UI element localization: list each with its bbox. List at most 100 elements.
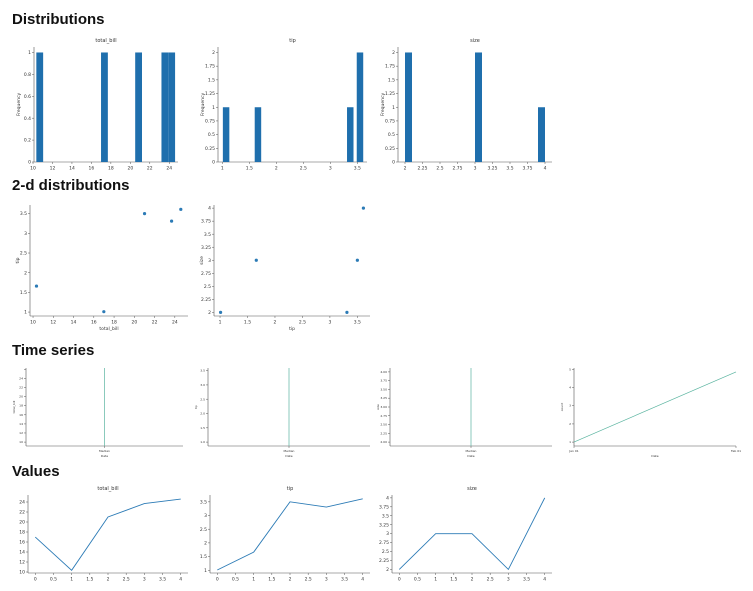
y-axis-label: total_bill [12,400,16,413]
y-tick-label: 2.0 [200,412,205,416]
y-axis-label: Frequency [380,93,386,117]
series-line [398,497,546,571]
x-tick-label: 1 [434,577,437,583]
y-tick-label: 1.0 [200,440,205,444]
x-tick-label: 3 [507,577,510,583]
y-tick-label: 1 [569,440,571,444]
histogram-bar [254,107,262,162]
y-tick-label: 18 [19,404,23,408]
y-tick-label: 1.75 [205,64,215,70]
histogram-bar [135,52,142,162]
y-tick-label: 3.5 [382,513,389,519]
x-tick-label: 3 [328,320,331,326]
x-axis-label: Date [285,454,292,458]
series-line [34,498,181,571]
y-tick-label: 2.5 [204,284,211,290]
y-tick-label: 16 [19,540,25,546]
y-tick-label: 3.25 [380,396,387,400]
tip-values-line: tip 1 1.5 2 2.5 3 3.5 0 0.5 1 1.5 2 2.5 3 3.5 4 [200,486,370,583]
y-tick-label: 1.75 [385,64,395,70]
y-tick-label: 1.25 [385,91,395,97]
y-tick-label: 3.75 [380,379,387,383]
tip-vs-size-scatter: 2 2.25 2.5 2.75 3 3.25 3.5 3.75 4 1 1.5 2 2.5 3 3.5 tip… [199,205,370,332]
chart-title: tip [287,486,294,492]
x-tick-label: 3.5 [506,166,513,172]
chart-title: size [470,38,480,44]
y-tick-label: 0.5 [388,132,395,138]
y-tick-label: 0.25 [385,146,395,152]
y-tick-label: 2.5 [200,527,207,533]
y-tick-label: 10 [19,440,23,444]
y-tick-label: 3.25 [201,245,211,251]
x-tick-label: Median [99,449,110,453]
y-tick-label: 2.00 [380,440,387,444]
chart-title: tip [289,38,296,44]
series-line [217,498,363,571]
y-tick-label: 2 [208,310,211,316]
y-tick-label: 2.5 [200,397,205,401]
histogram-bar [161,52,169,162]
y-tick-label: 24 [19,500,25,506]
x-tick-label: 1.5 [86,577,93,583]
x-tick-label: 22 [152,320,158,326]
histogram-bar [347,107,354,162]
y-axis-label: Frequency [16,93,22,117]
y-tick-label: 16 [19,413,23,417]
y-tick-label: 2.5 [20,251,27,257]
x-tick-label: 2.5 [436,166,443,172]
x-tick-label: Median [466,449,477,453]
histogram-bar [168,52,176,162]
x-tick-label: 10 [30,320,36,326]
x-tick-label: 20 [131,320,137,326]
total-bill-values-line: total_bill 10 12 14 16 18 20 22 24 0 0.5 1 1.5 2 2.5 3 3… [19,486,188,583]
x-tick-label: 3.75 [522,166,532,172]
count-time-series: 1 2 3 4 5 Jan 01 Feb 01 Date count [560,367,741,458]
x-tick-label: 10 [30,166,36,172]
x-axis-label: total_bill [99,326,118,332]
y-tick-label: 3 [208,258,211,264]
y-tick-label: 10 [19,570,25,576]
chart-title: total_bill [95,38,116,44]
x-tick-label: 0 [34,577,37,583]
y-tick-label: 3.75 [201,219,211,225]
x-tick-label: 0.5 [414,577,421,583]
x-tick-label: 16 [91,320,97,326]
chart-title: total_bill [97,486,118,492]
scatter-point [169,219,174,223]
y-tick-label: 14 [19,550,25,556]
y-tick-label: 2 [212,50,215,56]
x-tick-label: 3 [143,577,146,583]
y-tick-label: 3.5 [200,369,205,373]
y-tick-label: 0.75 [205,119,215,125]
x-tick-label: 14 [69,166,75,172]
y-tick-label: 20 [19,395,23,399]
section-time-series-title: Time series [12,342,95,359]
histogram-bar [405,52,412,162]
scatter-point [179,207,183,211]
y-tick-label: 1.5 [208,77,215,83]
y-tick-label: 3.75 [379,504,389,510]
histogram-bar [538,107,545,162]
y-tick-label: 22 [19,386,23,390]
y-tick-label: 18 [19,530,25,536]
x-tick-label: 3.5 [341,577,348,583]
y-tick-label: 0.4 [24,116,31,122]
x-tick-label: 1 [219,320,222,326]
y-tick-label: 0.6 [24,94,31,100]
x-tick-label: 3.5 [523,577,530,583]
y-tick-label: 4 [208,206,211,212]
x-tick-label: 1.5 [246,166,253,172]
x-tick-label: 1.5 [450,577,457,583]
x-tick-label: 1 [221,166,224,172]
y-tick-label: 1.5 [20,290,27,296]
y-axis-label: tip [15,257,21,263]
x-tick-label: 14 [71,320,77,326]
x-tick-label: 12 [50,166,56,172]
y-tick-label: 24 [19,376,23,380]
x-tick-label: 3.5 [354,166,361,172]
scatter-point [355,258,359,262]
x-tick-label: 2.5 [305,577,312,583]
scatter-point [102,310,106,314]
scatter-point [218,310,223,314]
